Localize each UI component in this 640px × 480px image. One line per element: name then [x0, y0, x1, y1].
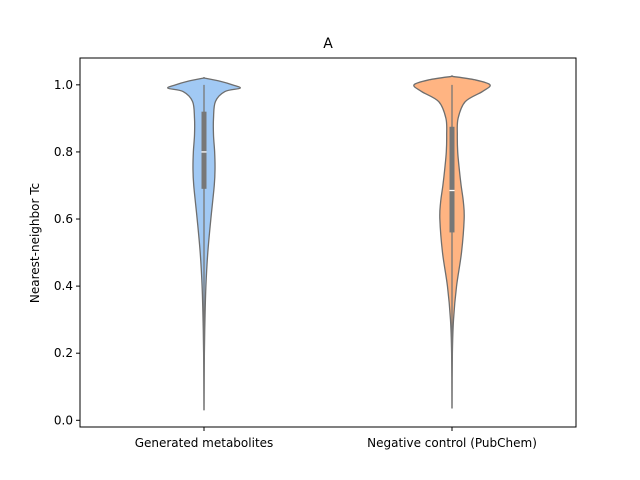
y-tick-label: 0.8	[54, 145, 73, 159]
plot-frame	[79, 57, 577, 428]
violins-layer	[167, 75, 491, 411]
violin-iqr-box-1	[449, 126, 455, 233]
y-axis-label: Nearest-neighbor Tc	[28, 183, 42, 303]
y-tick-label: 1.0	[54, 78, 73, 92]
violin-iqr-box-0	[201, 111, 207, 189]
y-tick-label: 0.2	[54, 346, 73, 360]
axes-layer: 0.0 0.2 0.4 0.6 0.8 1.0 Generated metabolites N…	[54, 57, 577, 450]
x-tick-label: Generated metabolites	[135, 436, 274, 450]
y-tick-label: 0.6	[54, 212, 73, 226]
x-tick-label: Negative control (PubChem)	[367, 436, 537, 450]
y-tick-label: 0.4	[54, 279, 73, 293]
y-tick-label: 0.0	[54, 413, 73, 427]
chart-title: A	[323, 36, 333, 52]
